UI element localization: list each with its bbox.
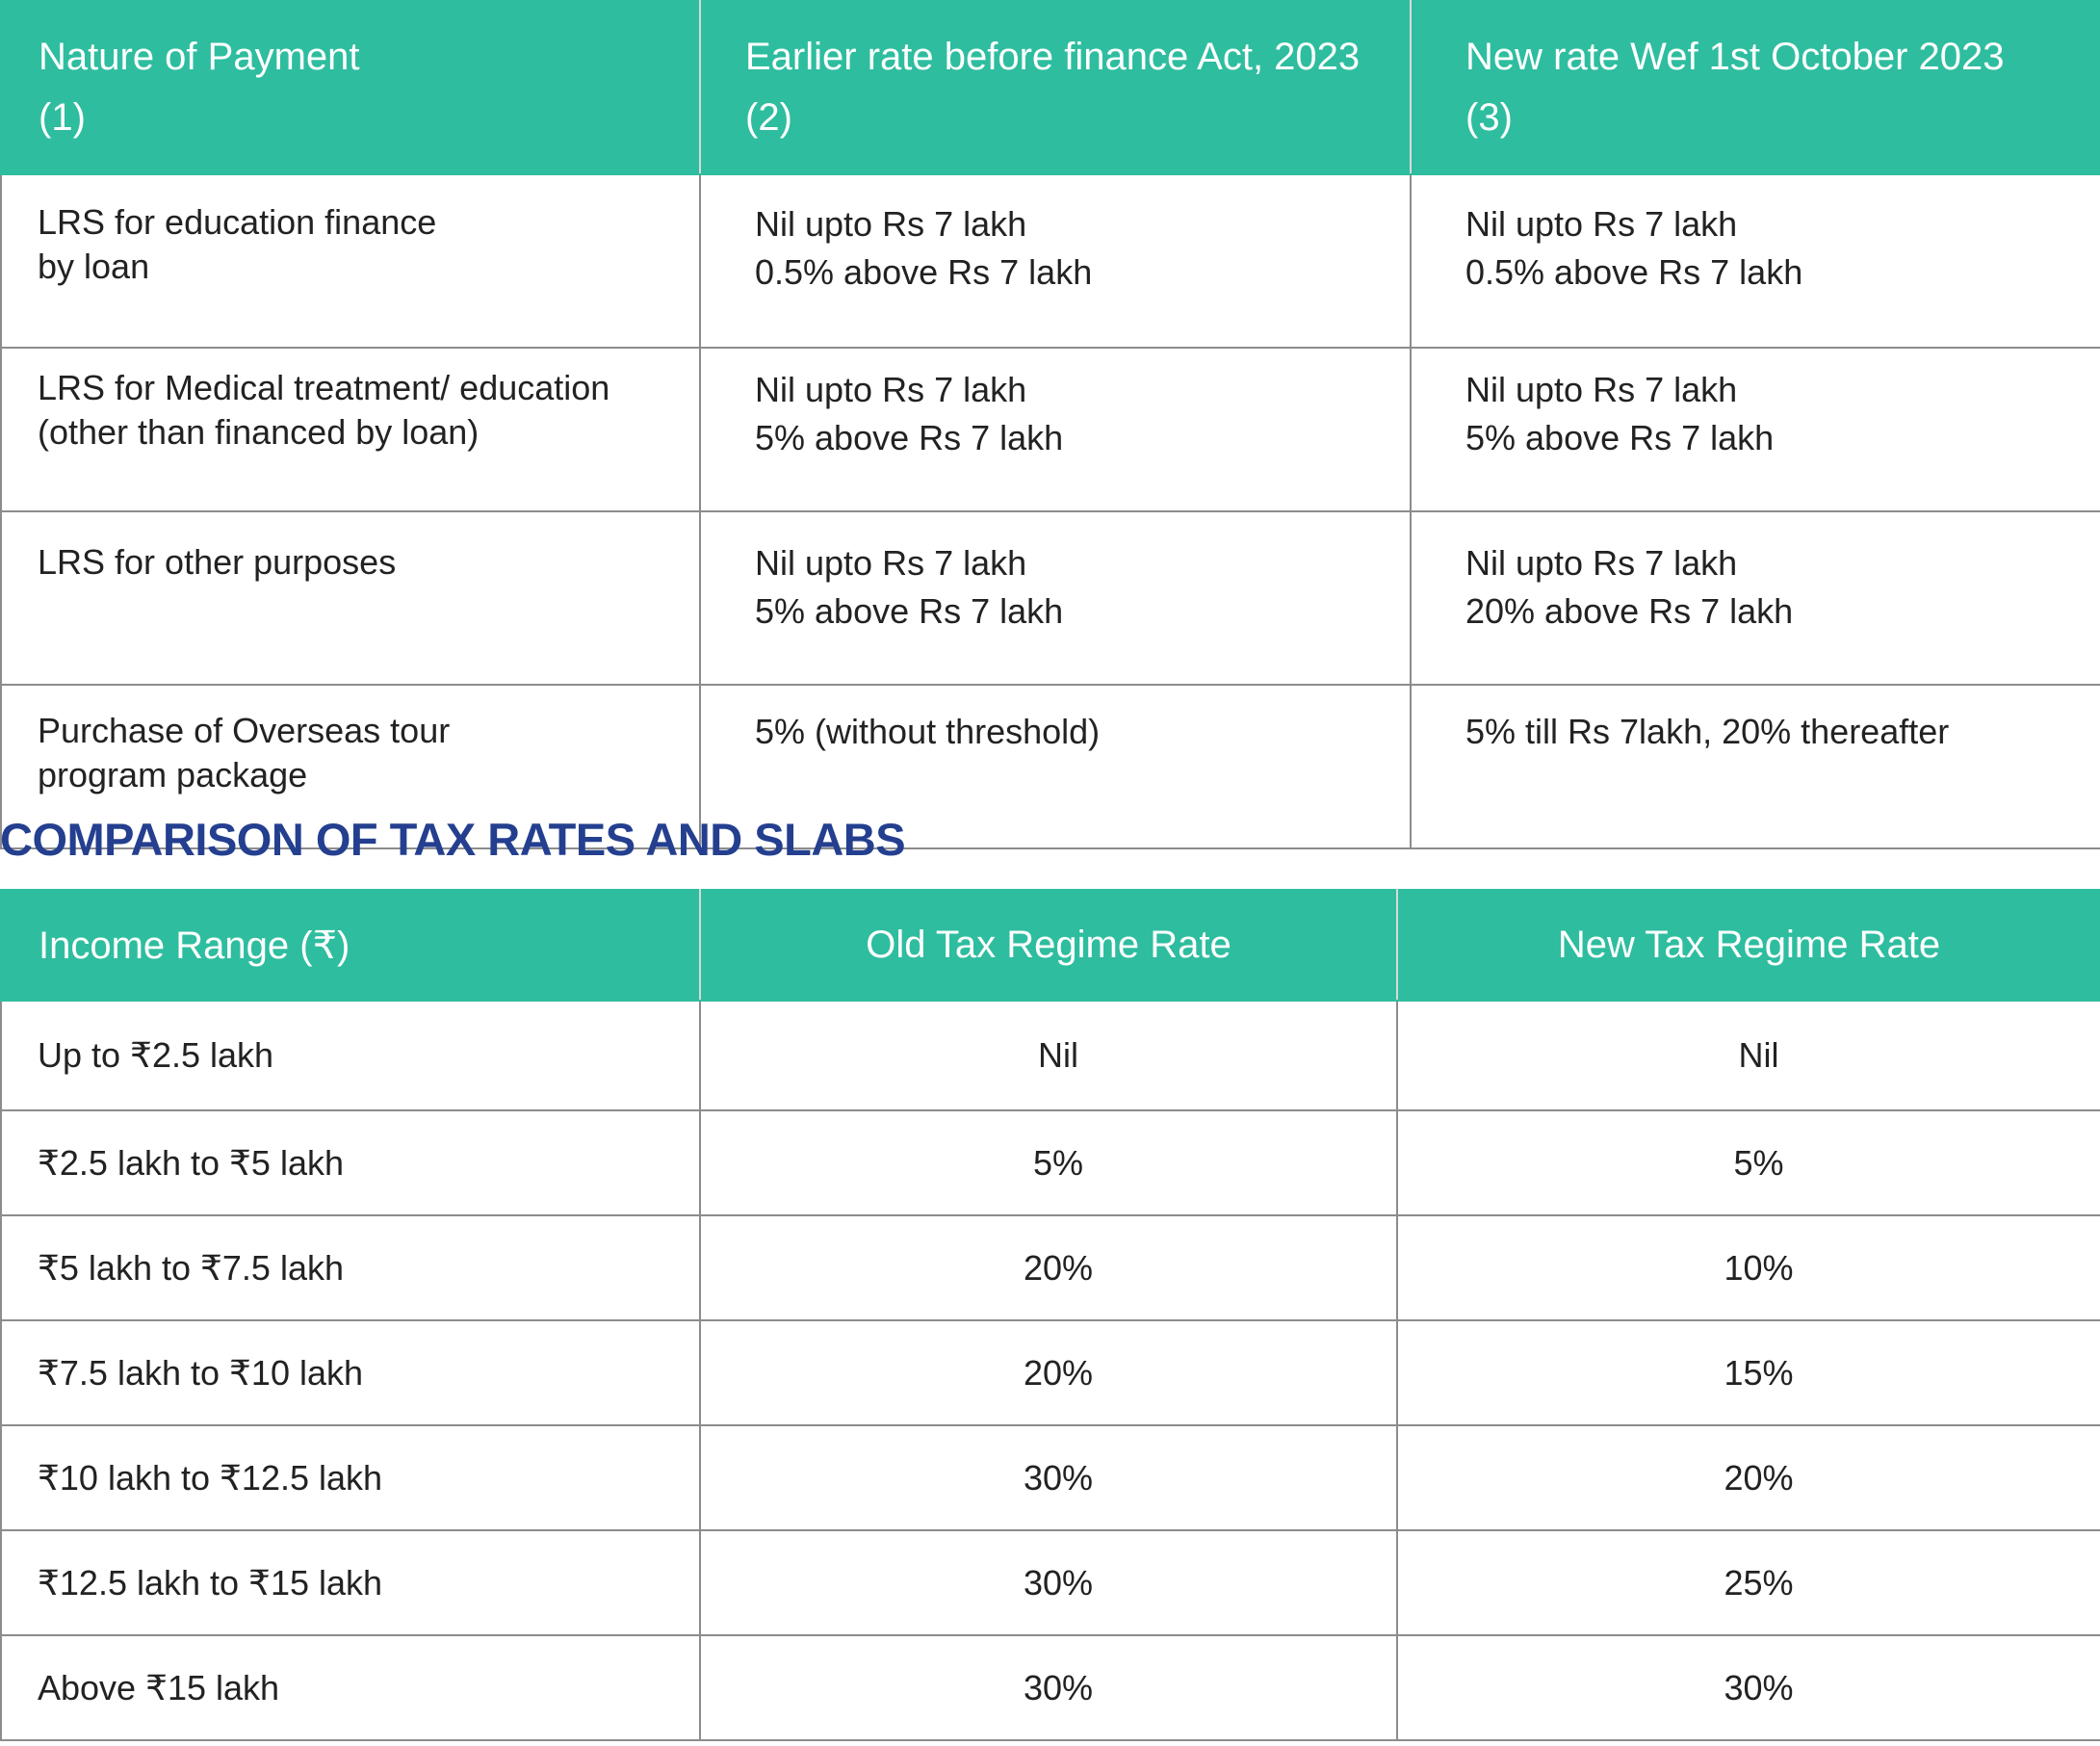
new-rate-cell: 15%	[1396, 1319, 2100, 1426]
header-column-number: (3)	[1465, 96, 1513, 139]
table-row: ₹5 lakh to ₹7.5 lakh 20% 10%	[0, 1214, 2100, 1321]
table-row: ₹2.5 lakh to ₹5 lakh 5% 5%	[0, 1109, 2100, 1216]
table-row: ₹7.5 lakh to ₹10 lakh 20% 15%	[0, 1319, 2100, 1426]
cell-text: 0.5% above Rs 7 lakh	[1465, 252, 1803, 292]
new-rate-cell: 25%	[1396, 1529, 2100, 1636]
new-rate-cell: Nil	[1396, 1000, 2100, 1111]
header-new-rate: New rate Wef 1st October 2023 (3)	[1410, 0, 2100, 175]
cell-text: Nil upto Rs 7 lakh	[1465, 204, 1738, 244]
earlier-rate-cell: Nil upto Rs 7 lakh 0.5% above Rs 7 lakh	[699, 173, 1412, 349]
new-rate-cell: 5% till Rs 7lakh, 20% thereafter	[1410, 684, 2100, 849]
new-rate-cell: Nil upto Rs 7 lakh 20% above Rs 7 lakh	[1410, 510, 2100, 686]
lrs-table-header-row: Nature of Payment (1) Earlier rate befor…	[0, 0, 2100, 175]
income-range-cell: ₹2.5 lakh to ₹5 lakh	[0, 1109, 701, 1216]
income-range-cell: ₹10 lakh to ₹12.5 lakh	[0, 1424, 701, 1531]
nature-cell: LRS for education finance by loan	[0, 173, 701, 349]
tax-table-header-row: Income Range (₹) Old Tax Regime Rate New…	[0, 889, 2100, 1002]
earlier-rate-cell: 5% (without threshold)	[699, 684, 1412, 849]
old-rate-cell: 30%	[699, 1424, 1398, 1531]
cell-text: 0.5% above Rs 7 lakh	[755, 252, 1093, 292]
table-row: Up to ₹2.5 lakh Nil Nil	[0, 1000, 2100, 1111]
table-row: ₹10 lakh to ₹12.5 lakh 30% 20%	[0, 1424, 2100, 1531]
income-range-cell: ₹5 lakh to ₹7.5 lakh	[0, 1214, 701, 1321]
nature-cell: LRS for other purposes	[0, 510, 701, 686]
header-new-regime: New Tax Regime Rate	[1396, 889, 2100, 1002]
income-range-cell: Above ₹15 lakh	[0, 1634, 701, 1741]
cell-text: 20% above Rs 7 lakh	[1465, 591, 1794, 631]
table-row: LRS for Medical treatment/ education (ot…	[0, 347, 2100, 512]
cell-text: program package	[38, 755, 308, 795]
cell-text: 5% (without threshold)	[755, 712, 1101, 751]
header-title: Nature of Payment	[39, 36, 360, 78]
earlier-rate-cell: Nil upto Rs 7 lakh 5% above Rs 7 lakh	[699, 347, 1412, 512]
old-rate-cell: 20%	[699, 1214, 1398, 1321]
cell-text: LRS for education finance	[38, 202, 437, 242]
income-range-cell: ₹7.5 lakh to ₹10 lakh	[0, 1319, 701, 1426]
table-row: LRS for education finance by loan Nil up…	[0, 173, 2100, 349]
table-row: Purchase of Overseas tour program packag…	[0, 684, 2100, 849]
cell-text: 5% above Rs 7 lakh	[1465, 418, 1775, 457]
cell-text: Nil upto Rs 7 lakh	[755, 543, 1027, 583]
table-row: LRS for other purposes Nil upto Rs 7 lak…	[0, 510, 2100, 686]
header-title: Earlier rate before finance Act, 2023	[745, 36, 1361, 78]
header-column-number: (2)	[745, 96, 792, 139]
lrs-rates-table: Nature of Payment (1) Earlier rate befor…	[0, 0, 2100, 849]
cell-text: (other than financed by loan)	[38, 412, 480, 452]
cell-text: 5% above Rs 7 lakh	[755, 591, 1064, 631]
table-row: Above ₹15 lakh 30% 30%	[0, 1634, 2100, 1741]
cell-text: Nil upto Rs 7 lakh	[1465, 370, 1738, 409]
header-nature-of-payment: Nature of Payment (1)	[0, 0, 701, 175]
old-rate-cell: 20%	[699, 1319, 1398, 1426]
cell-text: Nil upto Rs 7 lakh	[1465, 543, 1738, 583]
header-earlier-rate: Earlier rate before finance Act, 2023 (2…	[699, 0, 1412, 175]
income-range-cell: Up to ₹2.5 lakh	[0, 1000, 701, 1111]
new-rate-cell: Nil upto Rs 7 lakh 0.5% above Rs 7 lakh	[1410, 173, 2100, 349]
old-rate-cell: Nil	[699, 1000, 1398, 1111]
cell-text: LRS for Medical treatment/ education	[38, 368, 610, 407]
nature-cell: LRS for Medical treatment/ education (ot…	[0, 347, 701, 512]
new-rate-cell: Nil upto Rs 7 lakh 5% above Rs 7 lakh	[1410, 347, 2100, 512]
old-rate-cell: 5%	[699, 1109, 1398, 1216]
new-rate-cell: 5%	[1396, 1109, 2100, 1216]
old-rate-cell: 30%	[699, 1634, 1398, 1741]
table-row: ₹12.5 lakh to ₹15 lakh 30% 25%	[0, 1529, 2100, 1636]
new-rate-cell: 20%	[1396, 1424, 2100, 1531]
new-rate-cell: 30%	[1396, 1634, 2100, 1741]
income-range-cell: ₹12.5 lakh to ₹15 lakh	[0, 1529, 701, 1636]
cell-text: 5% till Rs 7lakh, 20% thereafter	[1465, 712, 1950, 751]
header-income-range: Income Range (₹)	[0, 889, 701, 1002]
cell-text: Nil upto Rs 7 lakh	[755, 370, 1027, 409]
earlier-rate-cell: Nil upto Rs 7 lakh 5% above Rs 7 lakh	[699, 510, 1412, 686]
new-rate-cell: 10%	[1396, 1214, 2100, 1321]
header-title: New rate Wef 1st October 2023	[1465, 36, 2005, 78]
cell-text: 5% above Rs 7 lakh	[755, 418, 1064, 457]
tax-slabs-table: Income Range (₹) Old Tax Regime Rate New…	[0, 889, 2100, 1741]
header-column-number: (1)	[39, 96, 86, 139]
old-rate-cell: 30%	[699, 1529, 1398, 1636]
header-old-regime: Old Tax Regime Rate	[699, 889, 1398, 1002]
nature-cell: Purchase of Overseas tour program packag…	[0, 684, 701, 849]
cell-text: by loan	[38, 247, 150, 286]
cell-text: Nil upto Rs 7 lakh	[755, 204, 1027, 244]
cell-text: LRS for other purposes	[38, 542, 397, 582]
cell-text: Purchase of Overseas tour	[38, 711, 451, 750]
section-heading: COMPARISON OF TAX RATES AND SLABS	[0, 814, 906, 865]
